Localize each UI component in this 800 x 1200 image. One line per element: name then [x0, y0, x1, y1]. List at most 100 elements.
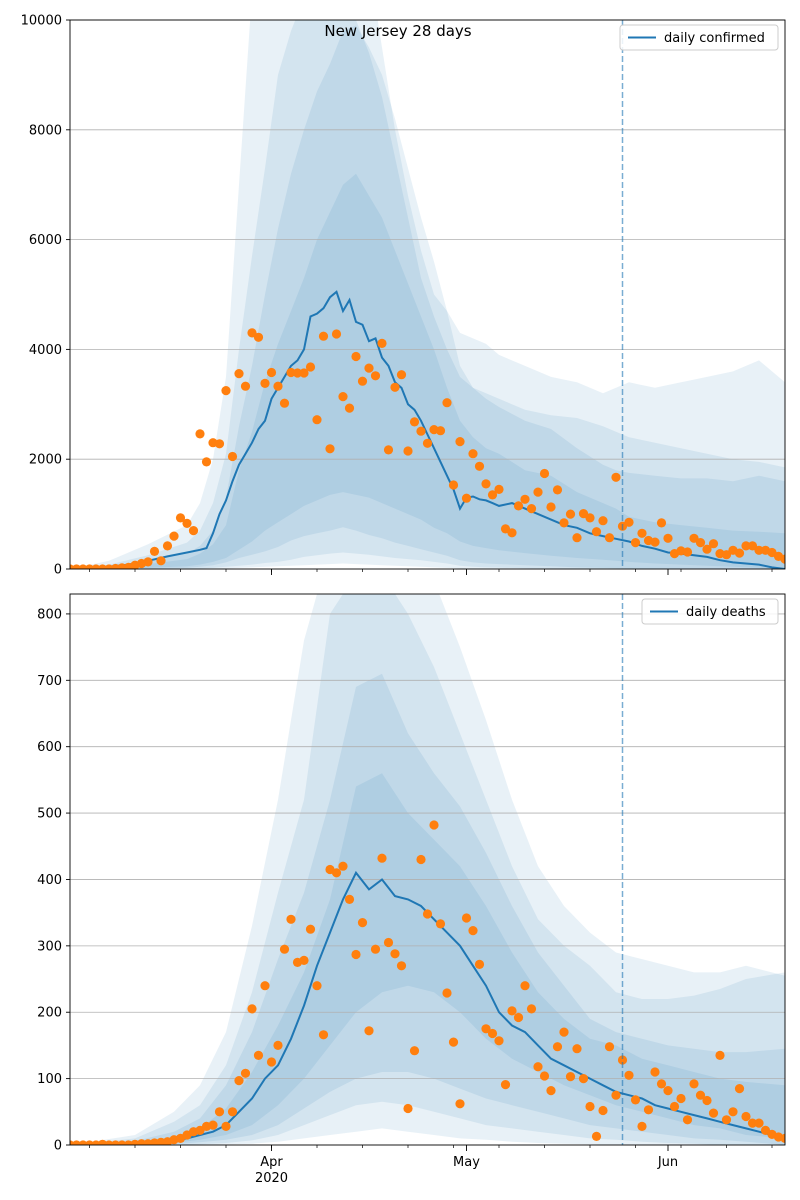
deaths-observed-point — [331, 868, 342, 878]
deaths-observed-point — [487, 1028, 498, 1039]
confirmed-observed-point — [780, 554, 785, 564]
confirmed-observed-point — [188, 526, 199, 536]
confirmed-band-0 — [70, 173, 785, 569]
deaths-observed-point — [214, 1107, 225, 1117]
deaths-observed-point — [396, 961, 407, 971]
confirmed-ytick-label-5: 10000 — [21, 14, 62, 29]
confirmed-observed-point — [565, 509, 576, 519]
confirmed-observed-point — [240, 381, 251, 391]
confirmed-observed-point — [747, 541, 758, 551]
deaths-observed-point — [240, 1068, 251, 1078]
deaths-observed-point — [364, 1026, 374, 1036]
deaths-observed-point — [721, 1115, 732, 1125]
confirmed-ytick-label-0: 0 — [54, 563, 62, 578]
confirmed-observed-point — [637, 528, 647, 538]
confirmed-observed-point — [487, 490, 498, 500]
confirmed-observed-point — [630, 538, 641, 548]
confirmed-legend: daily confirmed — [619, 24, 779, 51]
deaths-observed-point — [552, 1042, 563, 1052]
confirmed-observed-point — [546, 502, 556, 512]
confirmed-observed-point — [481, 479, 491, 489]
confirmed-observed-point — [741, 541, 751, 551]
xtick-label-may: May — [453, 1155, 480, 1170]
deaths-observed-point — [227, 1107, 238, 1117]
confirmed-axes: 0 2000 4000 6000 8000 10000 — [21, 14, 786, 578]
deaths-observed-point — [507, 1006, 517, 1016]
deaths-observed-point — [247, 1004, 257, 1014]
confirmed-observed-point — [734, 548, 745, 558]
deaths-observed-point — [338, 861, 348, 871]
deaths-observed-point — [689, 1079, 699, 1089]
confirmed-observed-point — [247, 328, 257, 338]
confirmed-observed-point — [279, 398, 290, 408]
deaths-observed-point — [286, 914, 296, 924]
confirmed-observed-point — [507, 528, 517, 538]
confirmed-observed-point — [578, 508, 589, 519]
deaths-observed-point — [546, 1086, 556, 1096]
confirmed-observed-point — [585, 513, 595, 523]
confirmed-observed-point — [214, 439, 225, 449]
deaths-observed-point — [481, 1024, 491, 1034]
confirmed-observed-point — [403, 446, 413, 456]
confirmed-observed-point — [338, 392, 348, 402]
deaths-observed-point — [513, 1012, 524, 1023]
confirmed-observed-point — [357, 376, 368, 386]
confirmed-observed-point — [533, 487, 543, 497]
deaths-observed-point — [260, 981, 270, 991]
deaths-observed-point — [305, 924, 316, 934]
deaths-observed-point — [747, 1118, 758, 1128]
deaths-observed-point — [533, 1062, 543, 1072]
confirmed-observed-point — [396, 370, 407, 380]
deaths-observed-point — [539, 1071, 550, 1081]
deaths-observed-point — [669, 1101, 680, 1112]
xtick-year-label: 2020 — [255, 1171, 288, 1186]
confirmed-observed-point — [611, 472, 621, 482]
confirmed-observed-point — [299, 368, 309, 378]
deaths-observed-point — [474, 959, 485, 970]
confirmed-observed-point — [513, 501, 524, 511]
confirmed-observed-point — [520, 494, 530, 504]
confirmed-observed-point — [624, 517, 634, 527]
confirmed-observed-point — [156, 556, 166, 566]
deaths-observed-point — [663, 1086, 673, 1096]
deaths-observed-point — [624, 1070, 634, 1080]
deaths-observed-point — [234, 1076, 244, 1086]
deaths-observed-point — [780, 1133, 785, 1143]
confirmed-band-1 — [70, 25, 785, 569]
confirmed-observed-point — [702, 544, 712, 554]
deaths-band-3 — [70, 594, 785, 1145]
deaths-legend: daily deaths — [641, 598, 779, 625]
deaths-ytick-label-2: 200 — [37, 1006, 62, 1021]
deaths-observed-point — [572, 1044, 582, 1054]
deaths-observed-point — [520, 981, 530, 991]
deaths-observed-point — [526, 1004, 537, 1014]
deaths-observed-point — [604, 1042, 615, 1052]
confirmed-observed-point — [494, 484, 504, 494]
confirmed-panel: 0 2000 4000 6000 8000 10000 daily confirmed — [21, 14, 786, 578]
deaths-observed-point — [403, 1103, 413, 1114]
deaths-observed-point — [416, 854, 426, 865]
confirmed-observed-points — [70, 328, 785, 569]
confirmed-observed-point — [390, 382, 400, 392]
deaths-ytick-label-4: 400 — [37, 873, 62, 888]
confirmed-observed-point — [227, 451, 238, 462]
deaths-observed-point — [312, 981, 322, 991]
deaths-observed-point — [435, 919, 446, 929]
confirmed-band-3 — [70, 20, 785, 569]
deaths-observed-point — [357, 918, 368, 928]
confirmed-observed-point — [552, 485, 563, 495]
confirmed-observed-point — [149, 546, 160, 557]
confirmed-observed-point — [416, 426, 426, 436]
deaths-ytick-label-8: 800 — [37, 607, 62, 622]
confirmed-observed-point — [266, 367, 277, 378]
confirmed-observed-point — [234, 369, 244, 379]
xtick-label-apr: Apr — [260, 1155, 283, 1170]
confirmed-observed-point — [169, 531, 179, 541]
confirmed-observed-point — [461, 493, 472, 503]
deaths-observed-point — [351, 949, 361, 960]
deaths-ytick-label-1: 100 — [37, 1072, 62, 1087]
deaths-observed-point — [734, 1084, 745, 1094]
confirmed-observed-point — [221, 386, 231, 396]
